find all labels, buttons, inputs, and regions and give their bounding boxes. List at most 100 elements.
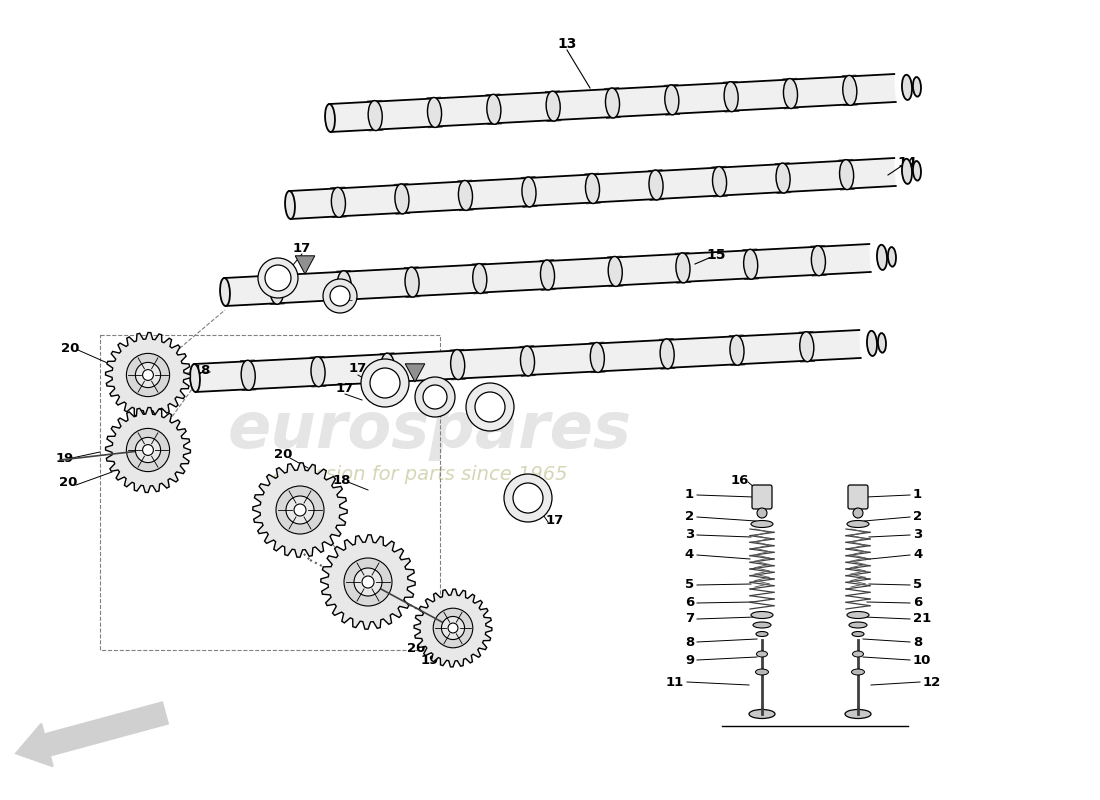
- Circle shape: [135, 362, 161, 388]
- Polygon shape: [405, 364, 425, 382]
- Circle shape: [126, 354, 169, 397]
- Ellipse shape: [368, 101, 382, 130]
- Ellipse shape: [585, 174, 600, 203]
- Text: eurospares: eurospares: [228, 399, 632, 461]
- Ellipse shape: [459, 181, 473, 210]
- Ellipse shape: [751, 521, 773, 527]
- Ellipse shape: [749, 710, 775, 718]
- Ellipse shape: [839, 160, 854, 190]
- Ellipse shape: [878, 333, 886, 353]
- Circle shape: [143, 370, 153, 381]
- Ellipse shape: [754, 622, 771, 628]
- Ellipse shape: [776, 163, 790, 193]
- Polygon shape: [295, 256, 315, 274]
- Ellipse shape: [521, 177, 536, 207]
- Ellipse shape: [270, 274, 284, 304]
- Ellipse shape: [395, 184, 409, 214]
- Ellipse shape: [812, 246, 825, 276]
- Polygon shape: [414, 589, 492, 667]
- Text: 7: 7: [685, 613, 694, 626]
- Circle shape: [143, 445, 153, 455]
- Text: 8: 8: [913, 635, 922, 649]
- Ellipse shape: [546, 91, 560, 121]
- Ellipse shape: [783, 78, 798, 109]
- Text: 14: 14: [898, 156, 916, 170]
- Ellipse shape: [756, 631, 768, 637]
- Circle shape: [448, 623, 458, 633]
- Text: 15: 15: [706, 248, 726, 262]
- Ellipse shape: [405, 267, 419, 297]
- Ellipse shape: [756, 669, 769, 675]
- Ellipse shape: [428, 98, 441, 127]
- FancyArrow shape: [16, 702, 168, 766]
- Ellipse shape: [381, 353, 395, 383]
- Ellipse shape: [713, 166, 727, 197]
- Circle shape: [475, 392, 505, 422]
- Circle shape: [276, 486, 324, 534]
- Text: 12: 12: [923, 675, 942, 689]
- Polygon shape: [106, 333, 190, 418]
- Ellipse shape: [847, 611, 869, 618]
- Circle shape: [354, 568, 382, 596]
- Circle shape: [513, 483, 543, 513]
- Ellipse shape: [744, 250, 758, 279]
- Polygon shape: [329, 74, 895, 132]
- Ellipse shape: [190, 364, 200, 392]
- Ellipse shape: [487, 94, 500, 124]
- Circle shape: [370, 368, 400, 398]
- Ellipse shape: [520, 346, 535, 376]
- Ellipse shape: [724, 82, 738, 112]
- Text: 17: 17: [336, 382, 354, 394]
- Text: 19: 19: [56, 451, 74, 465]
- Ellipse shape: [285, 191, 295, 219]
- Circle shape: [504, 474, 552, 522]
- Ellipse shape: [757, 651, 768, 657]
- Ellipse shape: [849, 622, 867, 628]
- Text: 1: 1: [685, 489, 694, 502]
- Text: 13: 13: [558, 37, 576, 51]
- Ellipse shape: [751, 611, 773, 618]
- Text: 2: 2: [685, 510, 694, 523]
- Ellipse shape: [326, 104, 334, 132]
- Ellipse shape: [730, 335, 744, 366]
- Circle shape: [258, 258, 298, 298]
- Ellipse shape: [451, 350, 464, 379]
- Polygon shape: [289, 158, 895, 219]
- Ellipse shape: [847, 521, 869, 527]
- Circle shape: [415, 377, 455, 417]
- Polygon shape: [321, 534, 415, 630]
- Text: 17: 17: [349, 362, 367, 374]
- Text: 11: 11: [666, 675, 684, 689]
- Ellipse shape: [473, 263, 487, 294]
- Text: 1: 1: [913, 489, 922, 502]
- FancyBboxPatch shape: [752, 485, 772, 509]
- Ellipse shape: [608, 257, 623, 286]
- Text: 9: 9: [685, 654, 694, 666]
- Text: 3: 3: [913, 529, 922, 542]
- Text: 8: 8: [684, 635, 694, 649]
- Ellipse shape: [902, 74, 912, 100]
- Ellipse shape: [877, 245, 887, 270]
- Text: 6: 6: [684, 597, 694, 610]
- Ellipse shape: [591, 342, 604, 373]
- Text: 20: 20: [274, 449, 293, 462]
- Text: 18: 18: [333, 474, 351, 486]
- Text: 20: 20: [407, 642, 426, 654]
- Circle shape: [344, 558, 392, 606]
- Ellipse shape: [241, 360, 255, 390]
- Circle shape: [466, 383, 514, 431]
- Circle shape: [424, 385, 447, 409]
- Polygon shape: [253, 462, 348, 558]
- Text: 4: 4: [913, 549, 922, 562]
- Circle shape: [852, 508, 864, 518]
- Ellipse shape: [843, 75, 857, 106]
- Circle shape: [286, 496, 313, 524]
- Ellipse shape: [311, 357, 326, 386]
- FancyBboxPatch shape: [848, 485, 868, 509]
- Polygon shape: [224, 244, 871, 306]
- Ellipse shape: [664, 85, 679, 115]
- Text: 19: 19: [421, 654, 439, 666]
- Circle shape: [265, 265, 292, 291]
- Text: 3: 3: [684, 529, 694, 542]
- Circle shape: [126, 429, 169, 472]
